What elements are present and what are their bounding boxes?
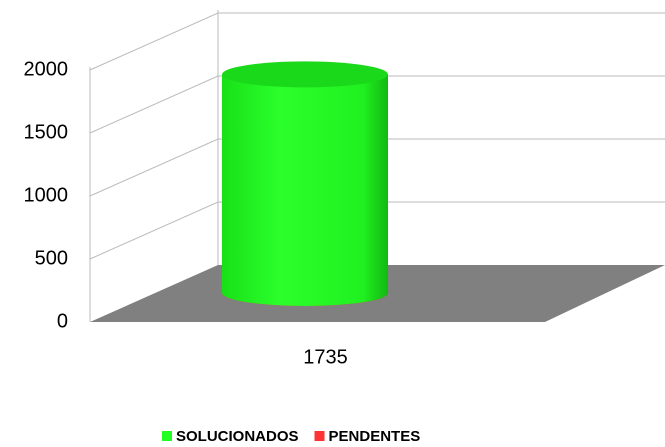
bar-part: [222, 61, 388, 88]
grid-line: [89, 75, 665, 134]
bar-part: [222, 74, 388, 306]
legend-swatch: [314, 431, 325, 441]
grid-line: [89, 138, 665, 197]
y-tick-label: 500: [35, 247, 68, 269]
legend-label: SOLUCIONADOS: [176, 428, 299, 445]
grid-line: [89, 12, 665, 71]
x-tick-label: 1735: [303, 346, 348, 368]
y-tick-label: 1500: [24, 121, 69, 143]
legend-label: PENDENTES: [329, 428, 421, 445]
y-tick-label: 1000: [24, 184, 69, 206]
legend-swatch: [162, 431, 172, 441]
y-tick-label: 0: [57, 310, 68, 332]
bar: [222, 61, 388, 306]
grid-line: [89, 201, 665, 260]
y-tick-label: 2000: [24, 58, 69, 80]
